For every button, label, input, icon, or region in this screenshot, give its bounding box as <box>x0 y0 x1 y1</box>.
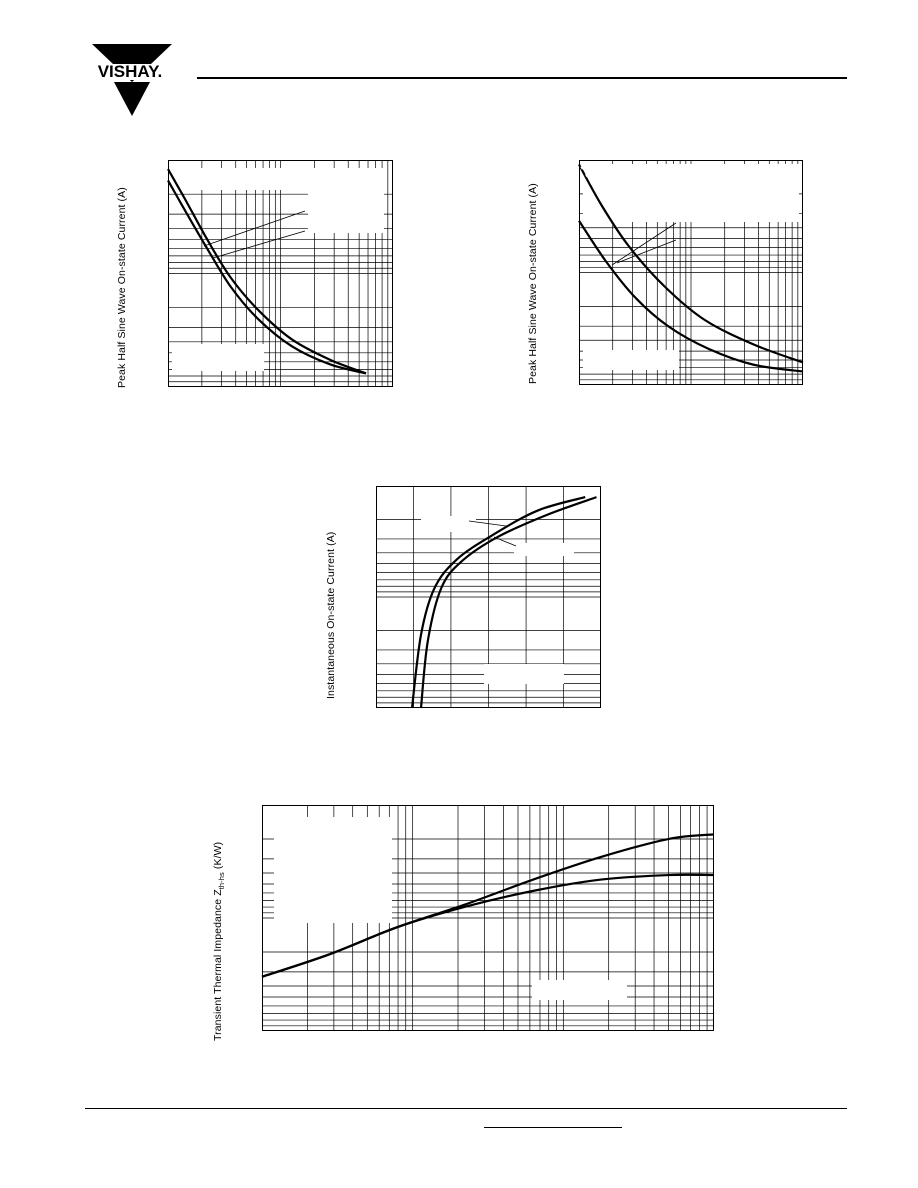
chart3-leader-2 <box>493 536 517 547</box>
chart4-ylabel-unit: (K/W) <box>212 841 224 873</box>
chart2-series-1 <box>578 220 804 373</box>
chart2-blank-bottom <box>583 350 679 370</box>
chart4-blank-legend <box>274 817 392 923</box>
chart1-blank-top <box>196 168 384 190</box>
chart1-blank-bottom <box>172 344 264 371</box>
chart1-leader-2 <box>212 230 306 259</box>
chart3-blank-bottom <box>484 664 564 684</box>
footer-rule <box>85 1108 847 1109</box>
chart2-leader-2 <box>616 239 677 264</box>
chart-instantaneous-current <box>376 486 601 709</box>
chart2-blank-top <box>583 164 799 222</box>
chart-peak-current-left <box>167 160 393 387</box>
chart1-blank-legend <box>308 190 384 233</box>
chart4-blank-bottom <box>532 980 627 1000</box>
chart4-ylabel-sub: th-hs <box>217 872 227 890</box>
chart2-ylabel: Peak Half Sine Wave On-state Current (A) <box>527 183 539 384</box>
chart4-ylabel: Transient Thermal Impedance Zth-hs (K/W) <box>212 842 226 1041</box>
chart-peak-current-right <box>578 160 804 385</box>
chart4-series-2 <box>261 873 715 978</box>
footer-link-underline <box>484 1127 622 1128</box>
chart3-blank-legend-2 <box>514 543 574 556</box>
chart1-series-1 <box>167 168 367 375</box>
logo-text: VISHAY. <box>98 62 163 81</box>
chart-thermal-impedance <box>261 805 715 1031</box>
chart1-ylabel: Peak Half Sine Wave On-state Current (A) <box>116 187 128 388</box>
chart4-frame <box>262 805 714 1031</box>
chart3-blank-legend-1 <box>421 516 476 532</box>
vishay-logo: VISHAY. <box>80 44 180 116</box>
chart4-ylabel-main: Transient Thermal Impedance Z <box>212 889 224 1041</box>
chart1-frame <box>168 160 393 387</box>
chart2-series-2 <box>578 163 804 364</box>
header-rule <box>197 77 847 79</box>
chart2-leader-1 <box>611 222 677 266</box>
chart3-leader-1 <box>468 520 507 527</box>
chart3-frame <box>376 486 601 708</box>
chart3-series-1 <box>410 496 586 709</box>
chart2-frame <box>579 160 803 385</box>
chart1-leader-1 <box>203 210 306 247</box>
chart3-series-2 <box>419 496 597 709</box>
chart3-ylabel: Instantaneous On-state Current (A) <box>325 531 337 699</box>
chart1-series-2 <box>167 179 367 375</box>
